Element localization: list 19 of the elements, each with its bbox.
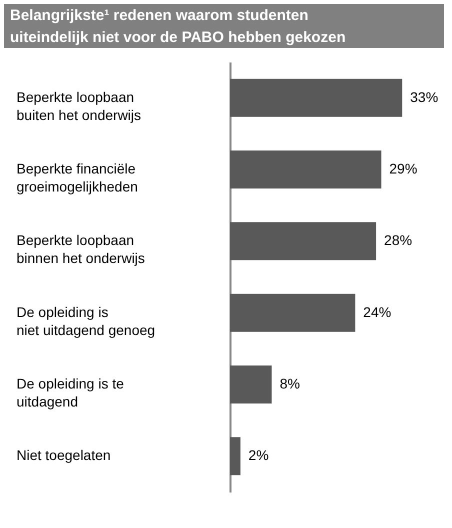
y-tick-label: Niet toegelaten: [16, 447, 111, 464]
y-tick-label: Beperkte loopbaan buiten het onderwijs: [16, 88, 142, 123]
y-tick-label: De opleiding is niet uitdagend genoeg: [16, 304, 156, 338]
y-tick-label: De opleiding is te uitdagend: [16, 376, 124, 410]
bar: [230, 437, 240, 476]
data-label: 2%: [248, 447, 269, 464]
bar: [230, 78, 402, 117]
bar: [230, 366, 272, 404]
data-label: 24%: [363, 304, 392, 320]
data-label: 29%: [389, 160, 418, 176]
bar: [230, 294, 356, 332]
data-label: 8%: [280, 376, 300, 392]
y-tick-label: Beperkte loopbaan binnen het onderwijs: [16, 232, 145, 266]
data-label: 33%: [410, 88, 438, 105]
chart-title: Belangrijkste¹ redenen waarom studenten uiteindelijk niet voor de PABO hebben gekozen: [10, 7, 346, 46]
bar: [230, 222, 376, 260]
y-tick-label: Beperkte financiële groeimogelijkheden: [16, 160, 138, 194]
data-label: 28%: [384, 232, 412, 248]
bar: [230, 150, 382, 188]
